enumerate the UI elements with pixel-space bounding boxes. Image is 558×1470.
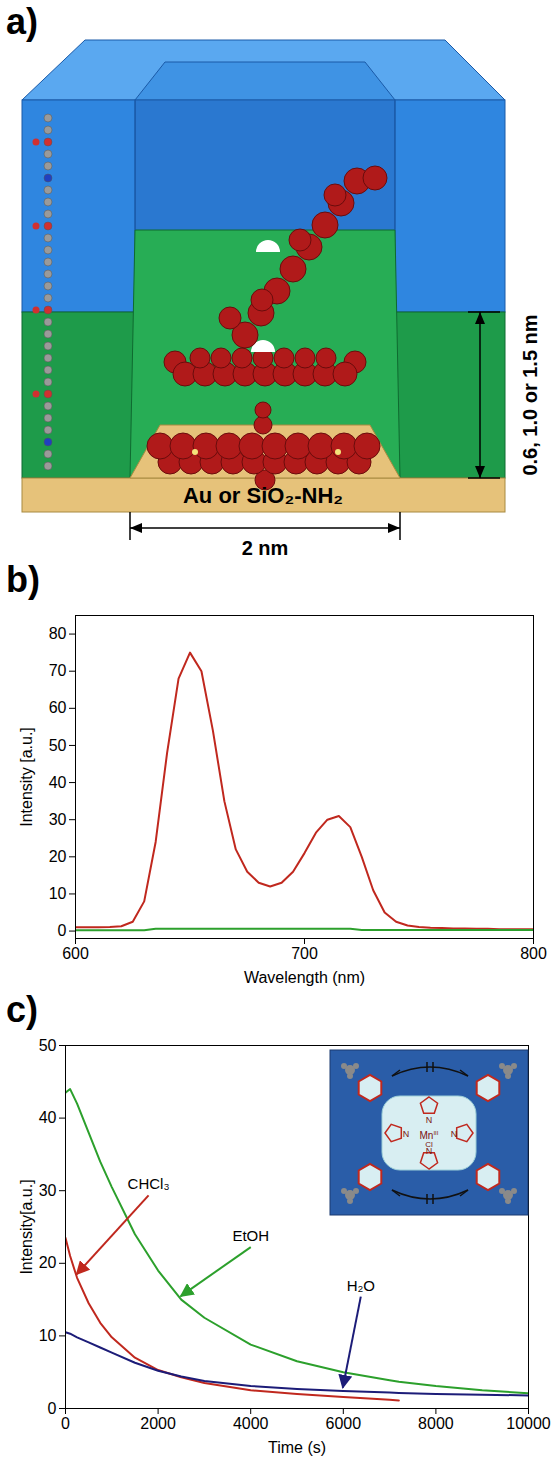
svg-text:60: 60 xyxy=(49,699,67,716)
svg-text:2 nm: 2 nm xyxy=(242,537,289,559)
svg-text:0: 0 xyxy=(48,1400,57,1417)
svg-text:40: 40 xyxy=(39,1109,57,1126)
svg-text:10: 10 xyxy=(39,1327,57,1344)
svg-text:Au or SiO₂-NH₂: Au or SiO₂-NH₂ xyxy=(183,483,343,508)
svg-text:Time (s): Time (s) xyxy=(268,1439,326,1456)
svg-text:MnIII: MnIII xyxy=(419,1130,439,1141)
svg-text:0.6, 1.0 or 1.5 nm: 0.6, 1.0 or 1.5 nm xyxy=(519,314,541,475)
svg-text:2000: 2000 xyxy=(140,1415,176,1432)
svg-text:80: 80 xyxy=(49,625,67,642)
svg-text:CHCl₃: CHCl₃ xyxy=(128,1175,170,1192)
svg-text:Intensity [a.u.]: Intensity [a.u.] xyxy=(18,727,35,827)
svg-text:0: 0 xyxy=(58,922,67,939)
svg-text:70: 70 xyxy=(49,662,67,679)
svg-text:50: 50 xyxy=(49,737,67,754)
svg-text:6000: 6000 xyxy=(326,1415,362,1432)
svg-text:700: 700 xyxy=(291,945,318,962)
svg-text:600: 600 xyxy=(62,945,89,962)
svg-text:N: N xyxy=(425,1146,433,1156)
svg-text:Intensity[a.u.]: Intensity[a.u.] xyxy=(18,1179,35,1274)
svg-text:EtOH: EtOH xyxy=(232,1227,269,1244)
svg-text:10: 10 xyxy=(49,885,67,902)
svg-text:10000: 10000 xyxy=(506,1415,551,1432)
svg-text:800: 800 xyxy=(520,945,547,962)
svg-text:30: 30 xyxy=(49,811,67,828)
svg-text:20: 20 xyxy=(49,848,67,865)
svg-text:8000: 8000 xyxy=(418,1415,454,1432)
svg-text:N: N xyxy=(426,1115,433,1125)
svg-text:N: N xyxy=(451,1129,458,1139)
svg-text:Wavelength (nm): Wavelength (nm) xyxy=(244,969,365,986)
svg-text:20: 20 xyxy=(39,1254,57,1271)
html-text:c): c) xyxy=(6,989,38,1030)
svg-text:H₂O: H₂O xyxy=(347,1277,375,1294)
svg-text:Cl: Cl xyxy=(425,1140,433,1149)
svg-text:0: 0 xyxy=(61,1415,70,1432)
svg-text:50: 50 xyxy=(39,1037,57,1054)
svg-text:40: 40 xyxy=(49,774,67,791)
svg-text:N: N xyxy=(403,1129,410,1139)
svg-text:4000: 4000 xyxy=(233,1415,269,1432)
svg-text:30: 30 xyxy=(39,1182,57,1199)
html-text:b): b) xyxy=(6,559,40,600)
svg-text:a): a) xyxy=(6,1,38,42)
